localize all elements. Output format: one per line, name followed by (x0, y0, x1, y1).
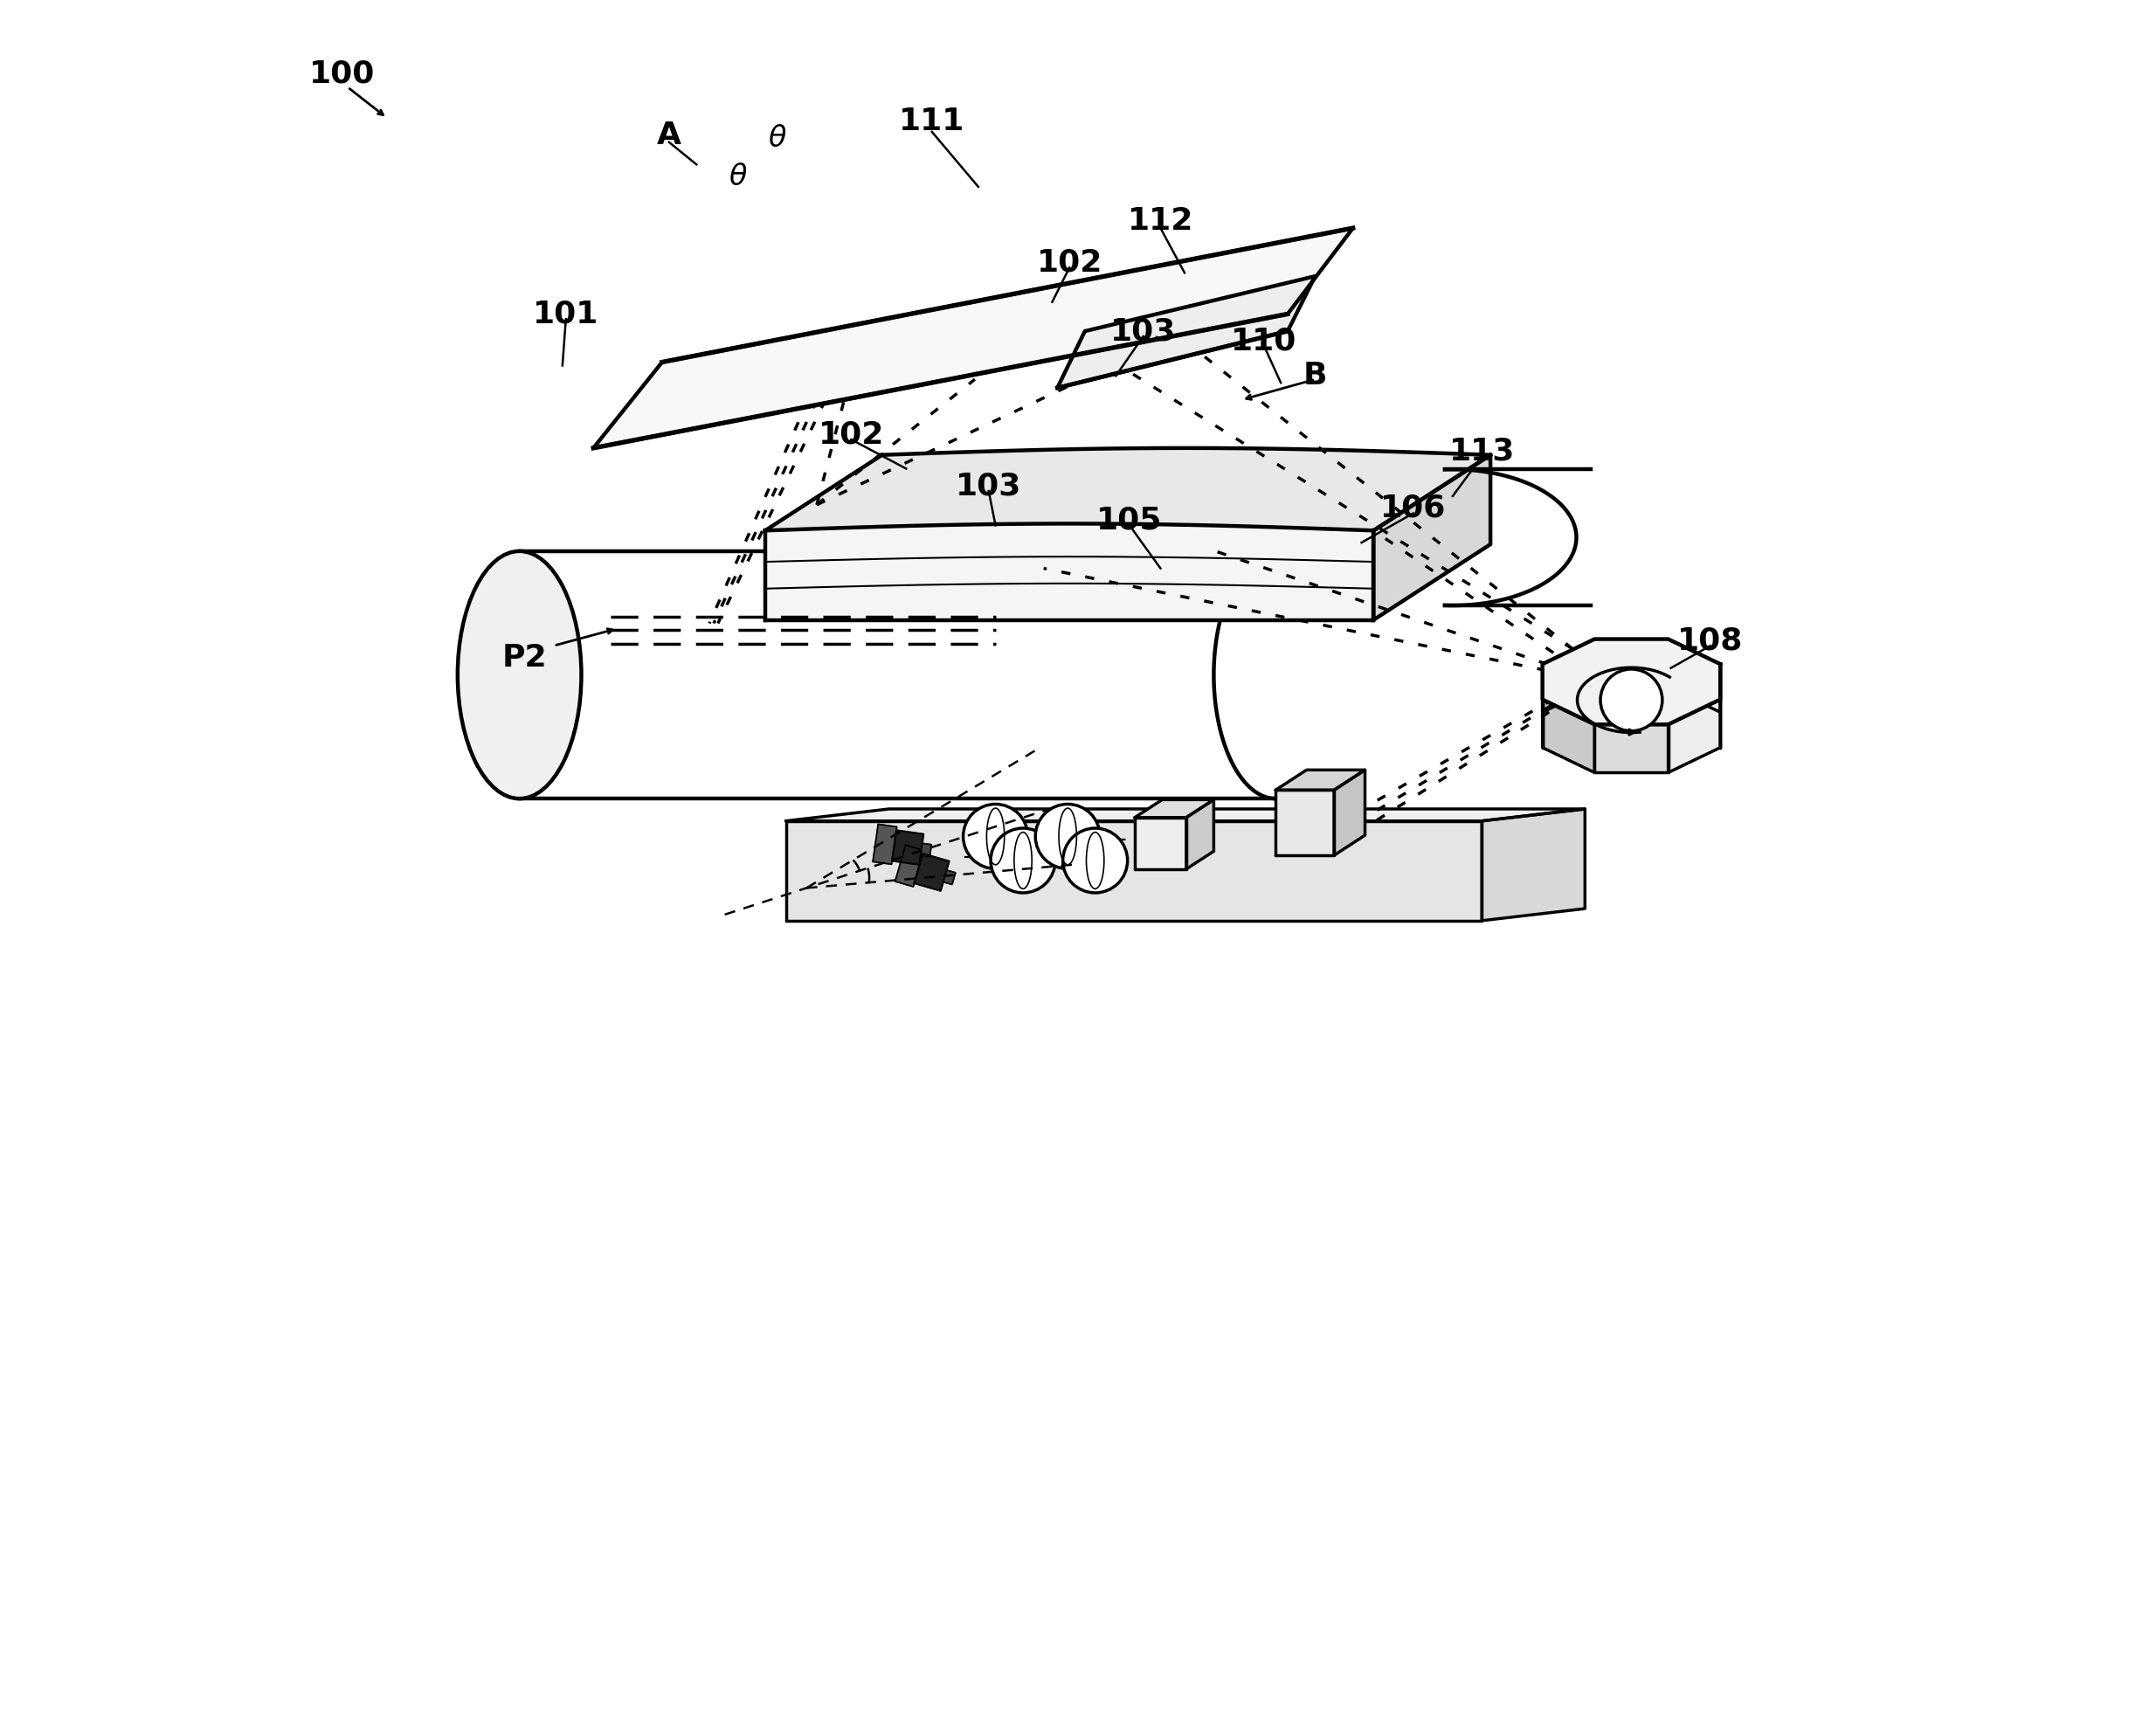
Polygon shape (1481, 809, 1585, 921)
Polygon shape (765, 523, 1373, 620)
Polygon shape (1134, 817, 1186, 869)
Polygon shape (895, 845, 923, 886)
Polygon shape (1542, 638, 1720, 725)
Text: 110: 110 (1231, 327, 1296, 356)
Circle shape (1600, 669, 1662, 731)
Polygon shape (1373, 454, 1490, 620)
Text: 106: 106 (1380, 494, 1447, 523)
Text: 101: 101 (533, 299, 599, 329)
Polygon shape (593, 229, 1354, 447)
Polygon shape (942, 871, 955, 885)
Polygon shape (1669, 699, 1720, 773)
Text: 105: 105 (1097, 506, 1162, 535)
Text: 103: 103 (955, 472, 1022, 501)
Polygon shape (1056, 275, 1315, 387)
Text: 108: 108 (1677, 626, 1744, 656)
Text: A: A (658, 120, 681, 150)
Text: P2: P2 (502, 644, 548, 673)
Text: B: B (1302, 361, 1328, 391)
Text: 100: 100 (310, 59, 375, 88)
Polygon shape (1186, 800, 1214, 869)
Ellipse shape (457, 551, 582, 799)
Circle shape (1035, 804, 1100, 869)
Polygon shape (873, 824, 897, 864)
Text: 112: 112 (1128, 207, 1194, 236)
Polygon shape (785, 809, 1585, 821)
Polygon shape (1134, 800, 1214, 817)
Polygon shape (1595, 725, 1669, 773)
Polygon shape (785, 821, 1481, 921)
Polygon shape (1276, 790, 1335, 855)
Polygon shape (1276, 769, 1365, 790)
Text: 102: 102 (819, 420, 884, 449)
Polygon shape (1335, 769, 1365, 855)
Text: $\theta$: $\theta$ (768, 124, 787, 153)
Polygon shape (1542, 699, 1595, 773)
Polygon shape (1595, 638, 1669, 687)
Text: $\theta$: $\theta$ (729, 162, 748, 191)
Polygon shape (1669, 638, 1720, 712)
Text: 102: 102 (1037, 248, 1102, 277)
Text: 113: 113 (1449, 437, 1516, 466)
Text: 103: 103 (1110, 317, 1177, 346)
Circle shape (992, 828, 1054, 893)
Polygon shape (914, 854, 949, 891)
Polygon shape (1542, 638, 1595, 712)
Circle shape (964, 804, 1028, 869)
Polygon shape (921, 843, 931, 857)
Circle shape (1063, 828, 1128, 893)
Polygon shape (765, 447, 1490, 530)
Text: 111: 111 (899, 107, 966, 136)
Polygon shape (893, 830, 923, 864)
